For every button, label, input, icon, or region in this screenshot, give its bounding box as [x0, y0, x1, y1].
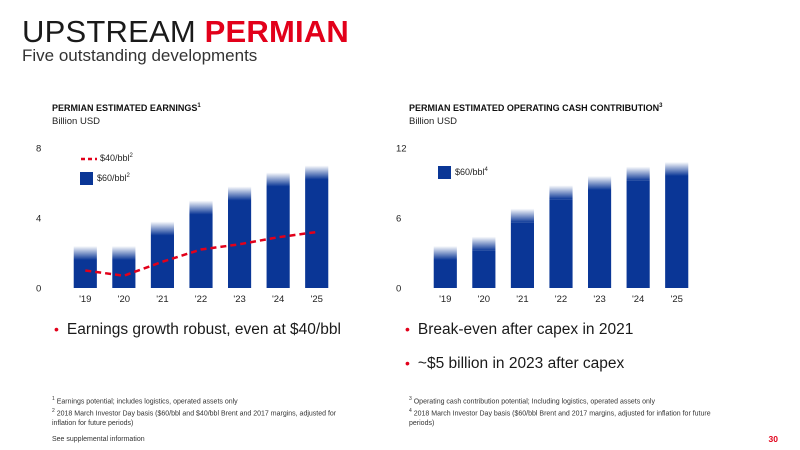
bar	[305, 179, 329, 288]
bar-fade	[305, 165, 329, 180]
bar-fade	[150, 221, 174, 236]
bullet-dot-icon: •	[405, 321, 410, 337]
bullet-dot-icon: •	[54, 321, 59, 337]
x-tick-label: '19	[439, 294, 451, 305]
x-tick-label: '21	[156, 294, 168, 305]
legend-dashed-line-swatch	[81, 157, 97, 160]
y-tick-label: 8	[36, 144, 41, 155]
bar-fade	[266, 172, 290, 187]
legend-cash-60bbl: $60/bbl4	[438, 166, 488, 179]
x-tick-label: '25	[671, 294, 683, 305]
footnotes-left: 1 Earnings potential; includes logistics…	[52, 395, 342, 428]
earnings-chart-title: PERMIAN ESTIMATED EARNINGS1	[52, 103, 201, 113]
bar-fade	[510, 208, 534, 223]
footnote-1: 1 Earnings potential; includes logistics…	[52, 396, 238, 406]
bar-fade	[665, 162, 689, 176]
supplemental-info: See supplemental information	[52, 436, 145, 443]
bar-fade	[228, 186, 252, 201]
bar	[433, 260, 457, 288]
bar	[266, 186, 290, 288]
legend-bar-swatch	[80, 172, 93, 185]
bar-fade	[189, 200, 213, 215]
bar	[150, 235, 174, 288]
title-permian: PERMIAN	[204, 14, 350, 49]
bar	[472, 250, 496, 288]
bar-fade	[626, 166, 650, 181]
bar	[626, 180, 650, 288]
x-tick-label: '25	[311, 294, 323, 305]
y-tick-label: 6	[396, 214, 401, 225]
bar	[228, 200, 252, 288]
bar	[510, 222, 534, 288]
earnings-chart-unit: Billion USD	[52, 116, 101, 127]
x-tick-label: '23	[593, 294, 605, 305]
y-tick-label: 0	[36, 284, 41, 295]
y-tick-label: 0	[396, 284, 401, 295]
bar-fade	[112, 246, 136, 260]
x-tick-label: '24	[632, 294, 644, 305]
bar	[588, 190, 612, 288]
legend-60bbl: $60/bbl2	[80, 172, 130, 185]
x-tick-label: '20	[478, 294, 490, 305]
bullet-left-1: • Earnings growth robust, even at $40/bbl	[54, 321, 341, 338]
bar-fade	[73, 246, 97, 260]
bullet-right-1: • Break-even after capex in 2021	[405, 321, 634, 338]
bar	[665, 176, 689, 288]
bar-fade	[472, 236, 496, 251]
bar-fade	[588, 176, 612, 190]
bullet-dot-icon: •	[405, 355, 410, 371]
x-tick-label: '21	[516, 294, 528, 305]
footnote-4: 4 2018 March Investor Day basis ($60/bbl…	[409, 407, 711, 427]
x-tick-label: '20	[118, 294, 130, 305]
bullet-right-2: • ~$5 billion in 2023 after capex	[405, 355, 625, 372]
legend-bar-swatch	[438, 166, 451, 179]
bar	[549, 199, 573, 288]
cash-chart: 0 6 12 '19 '20 '21 '22 '23 '24 '25	[396, 144, 689, 305]
footnotes-right: 3 Operating cash contribution potential;…	[409, 395, 729, 428]
earnings-chart: 0 4 8 '19 '20 '21 '22 '23 '24 '25	[36, 144, 329, 305]
page-subtitle: Five outstanding developments	[22, 46, 258, 65]
title-upstream: UPSTREAM	[22, 14, 196, 49]
y-tick-label: 12	[396, 144, 407, 155]
x-tick-label: '19	[79, 294, 91, 305]
bar-fade	[433, 246, 457, 260]
y-tick-label: 4	[36, 214, 41, 225]
x-tick-label: '22	[195, 294, 207, 305]
cash-chart-title: PERMIAN ESTIMATED OPERATING CASH CONTRIB…	[409, 103, 663, 113]
footnote-3: 3 Operating cash contribution potential;…	[409, 396, 655, 406]
x-tick-label: '22	[555, 294, 567, 305]
bar	[189, 214, 213, 288]
cash-chart-unit: Billion USD	[409, 116, 458, 127]
line-40bbl	[85, 230, 317, 278]
x-tick-label: '24	[272, 294, 284, 305]
legend-40bbl: $40/bbl2	[80, 153, 133, 163]
page-title: UPSTREAM PERMIAN	[22, 14, 349, 50]
bar	[73, 260, 97, 288]
bar-fade	[549, 185, 573, 200]
x-tick-label: '23	[233, 294, 245, 305]
bar	[112, 260, 136, 288]
footnote-2: 2 2018 March Investor Day basis ($60/bbl…	[52, 407, 337, 427]
page-number: 30	[768, 434, 778, 444]
